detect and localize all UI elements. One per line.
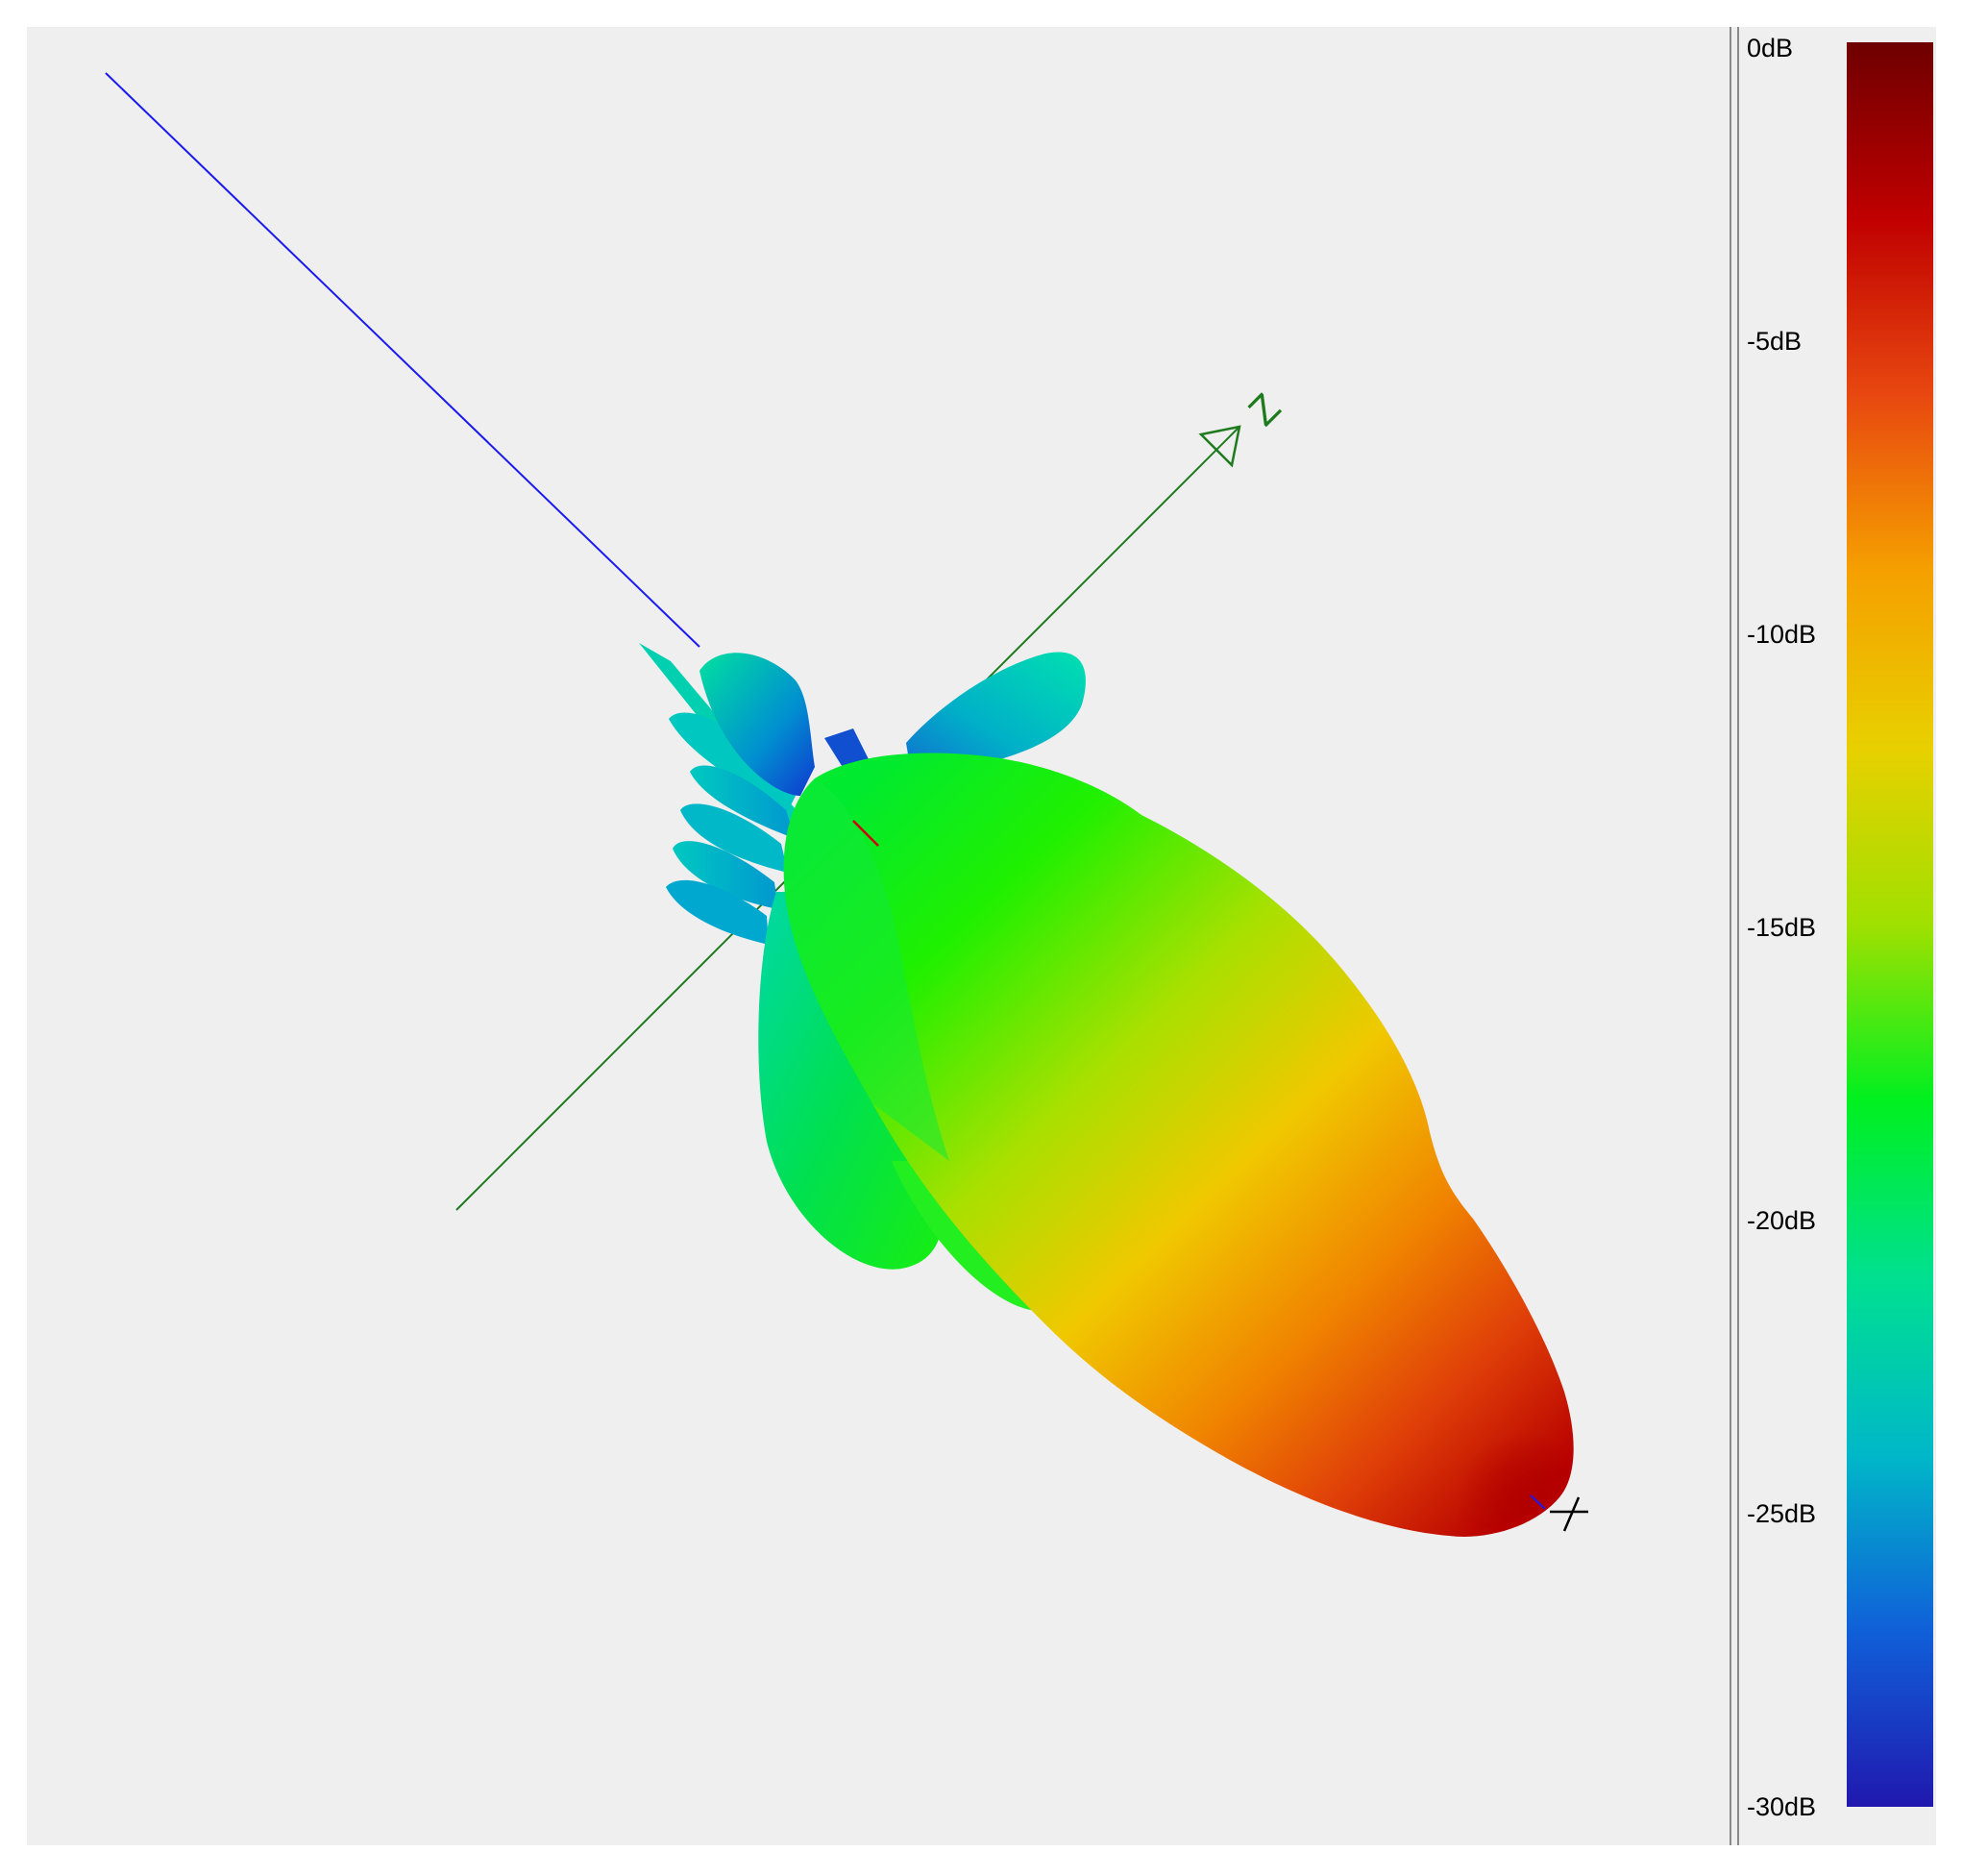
side-lobe-left-lower bbox=[758, 892, 944, 1270]
colorbar-legend: 0dB -5dB -10dB -15dB -20dB -25dB -30dB bbox=[1739, 27, 1936, 1845]
crosshair-cursor-icon bbox=[1550, 1496, 1588, 1532]
blue-axis-line bbox=[105, 72, 700, 648]
main-lobe-tip bbox=[1355, 1334, 1568, 1532]
side-lobe-right bbox=[906, 652, 1086, 772]
colorbar-tick-label: -5dB bbox=[1747, 327, 1803, 356]
side-lobes-back bbox=[639, 643, 800, 945]
z-axis-label: Z bbox=[1239, 384, 1288, 433]
origin-marker bbox=[852, 820, 879, 847]
colorbar-tick-label: -20dB bbox=[1747, 1206, 1817, 1235]
side-lobe-upper bbox=[699, 653, 815, 796]
radiation-pattern-scene: Z bbox=[105, 72, 1588, 1537]
z-axis-arrow-icon bbox=[1198, 425, 1241, 468]
blue-axis-tip bbox=[1530, 1494, 1546, 1510]
3d-viewport[interactable]: Z bbox=[27, 27, 1730, 1845]
colorbar bbox=[1847, 42, 1933, 1807]
colorbar-tick-label: -30dB bbox=[1747, 1792, 1817, 1821]
colorbar-tick-label: 0dB bbox=[1747, 34, 1794, 62]
colorbar-tick-label: -25dB bbox=[1747, 1499, 1817, 1528]
panel-splitter[interactable] bbox=[1730, 27, 1739, 1845]
colorbar-tick-label: -15dB bbox=[1747, 913, 1817, 942]
main-lobe-shade bbox=[783, 778, 949, 1161]
colorbar-tick-label: -10dB bbox=[1747, 620, 1817, 649]
